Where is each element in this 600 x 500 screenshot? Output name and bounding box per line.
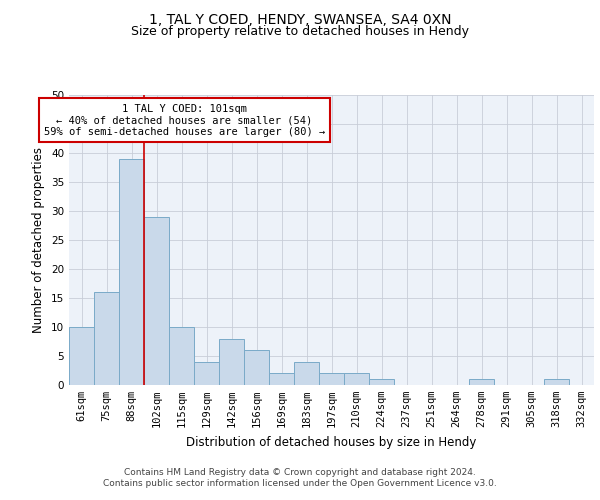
Bar bbox=[269, 374, 294, 385]
Bar bbox=[469, 379, 494, 385]
Bar bbox=[169, 327, 194, 385]
Bar bbox=[319, 374, 344, 385]
Bar bbox=[219, 338, 244, 385]
Bar bbox=[244, 350, 269, 385]
Bar bbox=[294, 362, 319, 385]
Bar bbox=[544, 379, 569, 385]
Y-axis label: Number of detached properties: Number of detached properties bbox=[32, 147, 46, 333]
Bar bbox=[94, 292, 119, 385]
Text: 1 TAL Y COED: 101sqm
← 40% of detached houses are smaller (54)
59% of semi-detac: 1 TAL Y COED: 101sqm ← 40% of detached h… bbox=[44, 104, 325, 137]
Text: Size of property relative to detached houses in Hendy: Size of property relative to detached ho… bbox=[131, 25, 469, 38]
Bar bbox=[194, 362, 219, 385]
Bar bbox=[144, 217, 169, 385]
Text: Contains HM Land Registry data © Crown copyright and database right 2024.
Contai: Contains HM Land Registry data © Crown c… bbox=[103, 468, 497, 487]
Bar bbox=[119, 159, 144, 385]
X-axis label: Distribution of detached houses by size in Hendy: Distribution of detached houses by size … bbox=[187, 436, 476, 448]
Text: 1, TAL Y COED, HENDY, SWANSEA, SA4 0XN: 1, TAL Y COED, HENDY, SWANSEA, SA4 0XN bbox=[149, 12, 451, 26]
Bar bbox=[69, 327, 94, 385]
Bar bbox=[344, 374, 369, 385]
Bar bbox=[369, 379, 394, 385]
